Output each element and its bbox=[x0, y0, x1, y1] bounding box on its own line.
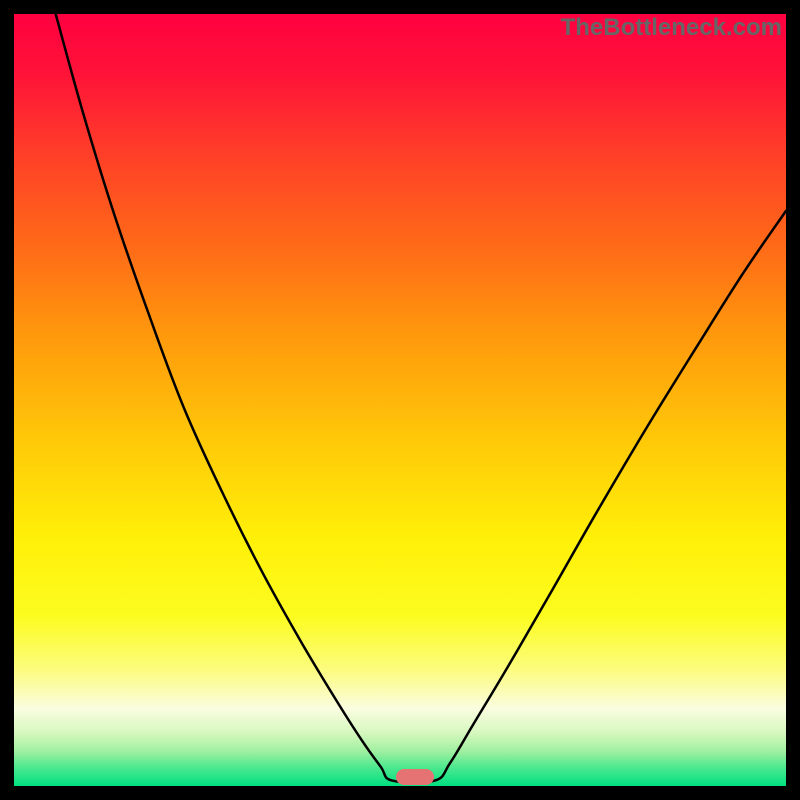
bottleneck-curve bbox=[14, 14, 786, 786]
plot-area bbox=[14, 14, 786, 786]
chart-container: TheBottleneck.com bbox=[0, 0, 800, 800]
curve-path bbox=[56, 14, 786, 783]
optimal-marker bbox=[396, 769, 434, 785]
watermark-text: TheBottleneck.com bbox=[561, 14, 782, 42]
